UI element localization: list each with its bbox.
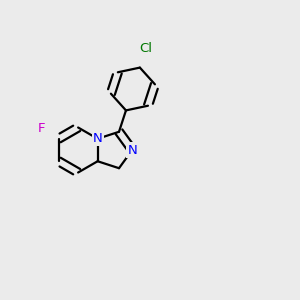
Text: N: N (93, 132, 103, 145)
Text: Cl: Cl (140, 42, 152, 55)
Text: N: N (128, 143, 137, 157)
Text: F: F (38, 122, 45, 135)
